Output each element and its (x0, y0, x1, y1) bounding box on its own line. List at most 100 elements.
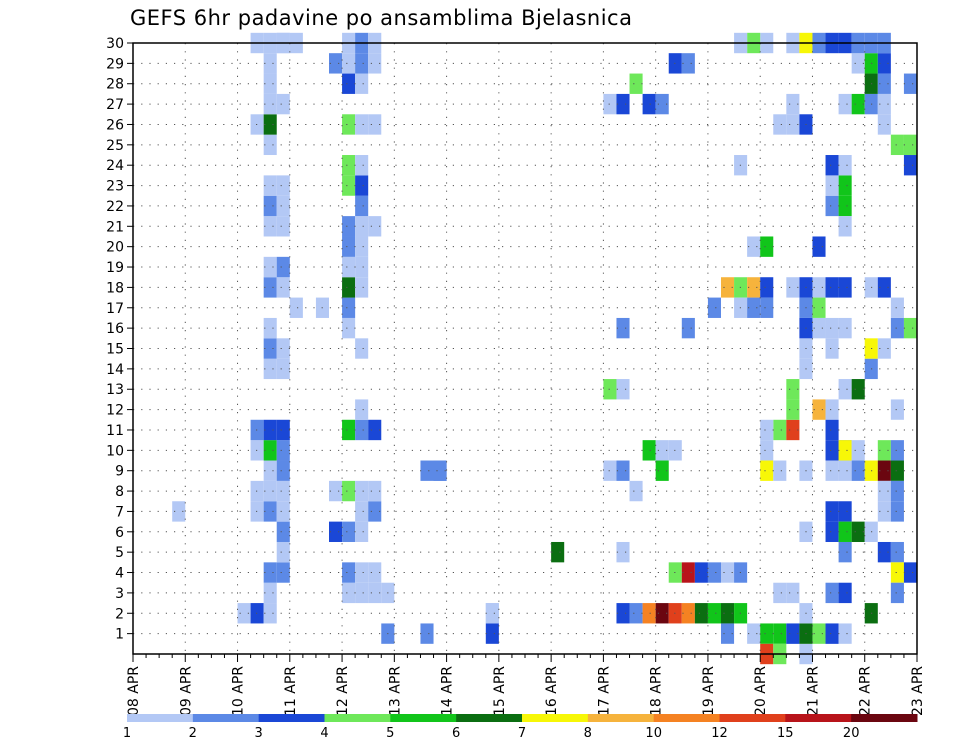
heatmap-cell (276, 440, 290, 461)
heatmap-cell (707, 562, 721, 583)
colorbar-swatch (390, 714, 457, 722)
heatmap-cell (263, 358, 277, 380)
colorbar-swatch (851, 714, 918, 722)
heatmap-cell (890, 134, 904, 156)
heatmap-cell (655, 440, 669, 461)
y-tick-label: 19 (106, 260, 124, 276)
colorbar: 1 2 3 4 5 6 7 8 10 12 15 20 (123, 714, 918, 741)
y-tick-label: 21 (106, 219, 124, 235)
heatmap-cell (838, 277, 852, 298)
heatmap-cell (903, 155, 917, 176)
heatmap-cell (342, 480, 356, 502)
heatmap-cell (276, 256, 290, 278)
colorbar-label: 7 (518, 726, 526, 741)
heatmap-cell (263, 603, 277, 624)
heatmap-cell (355, 216, 369, 237)
heatmap-cell (616, 460, 630, 481)
heatmap-cell (355, 195, 369, 217)
x-tick-label: 22 APR (858, 666, 874, 716)
y-tick-label: 16 (106, 321, 124, 337)
y-tick-label: 4 (115, 566, 124, 582)
heatmap-cell (342, 216, 356, 237)
heatmap-cell (355, 53, 369, 74)
heatmap-cell (890, 297, 904, 318)
heatmap-cell (773, 460, 787, 481)
heatmap-cell (485, 603, 499, 624)
heatmap-cell (812, 399, 826, 420)
heatmap-cell (276, 419, 290, 441)
heatmap-cell (616, 317, 630, 339)
heatmap-cell (890, 440, 904, 461)
heatmap-cell (342, 73, 356, 94)
heatmap-cell (276, 216, 290, 237)
heatmap-cell (760, 236, 774, 257)
heatmap-cell (655, 603, 669, 624)
heatmap-cell (263, 53, 277, 74)
heatmap-cell (342, 521, 356, 542)
heatmap-cell (616, 541, 630, 563)
x-tick-label: 12 APR (335, 666, 351, 716)
heatmap-cell (355, 277, 369, 298)
heatmap-cell (838, 175, 852, 196)
heatmap-cell (721, 603, 735, 624)
heatmap-cell (694, 562, 708, 583)
heatmap-cell (368, 582, 382, 604)
heatmap-cell (355, 480, 369, 502)
x-tick-label: 20 APR (753, 666, 769, 716)
y-tick-label: 15 (106, 342, 124, 358)
heatmap-cell (825, 338, 839, 359)
heatmap-cell (355, 501, 369, 522)
heatmap-cell (825, 399, 839, 420)
heatmap-cell (838, 582, 852, 604)
heatmap-cell (890, 460, 904, 481)
heatmap-cell (368, 562, 382, 583)
heatmap-cell (903, 134, 917, 156)
heatmap-cell (681, 562, 695, 583)
heatmap-cell (890, 541, 904, 563)
y-tick-label: 7 (115, 504, 124, 520)
heatmap-cell (263, 216, 277, 237)
heatmap-cell (603, 93, 617, 115)
heatmap-cell (838, 460, 852, 481)
x-tick-label: 11 APR (283, 666, 299, 716)
heatmap-cell (629, 603, 643, 624)
y-tick-label: 29 (106, 56, 124, 72)
colorbar-label: 10 (645, 726, 662, 741)
heatmap-cell (747, 236, 761, 257)
heatmap-cell (825, 623, 839, 644)
heatmap-cell (368, 419, 382, 441)
heatmap-cell (329, 521, 343, 542)
heatmap-cell (877, 277, 891, 298)
y-tick-label: 1 (115, 627, 124, 643)
heatmap-cell (276, 175, 290, 196)
heatmap-cell (721, 623, 735, 644)
heatmap-cell (812, 297, 826, 318)
heatmap-cell (263, 562, 277, 583)
heatmap-cell (276, 501, 290, 522)
y-tick-label: 6 (115, 525, 124, 541)
colorbar-swatch (456, 714, 523, 722)
heatmap-cell (276, 277, 290, 298)
y-tick-label: 14 (106, 362, 124, 378)
colorbar-label: 3 (255, 726, 263, 741)
heatmap-cell (786, 93, 800, 115)
heatmap-cell (812, 277, 826, 298)
heatmap-cell (877, 541, 891, 563)
y-tick-label: 22 (106, 199, 124, 215)
heatmap-cell (263, 93, 277, 115)
heatmap-cell (851, 440, 865, 461)
heatmap-cell (342, 53, 356, 74)
heatmap-cell (355, 256, 369, 278)
heatmap-cells (172, 32, 917, 665)
heatmap-cell (760, 460, 774, 481)
heatmap-cell (890, 480, 904, 502)
heatmap-cell (551, 541, 565, 563)
heatmap-cell (276, 480, 290, 502)
y-tick-label: 18 (106, 280, 124, 296)
heatmap-cell (603, 379, 617, 400)
heatmap-cell (851, 460, 865, 481)
heatmap-cell (263, 317, 277, 339)
heatmap-cell (355, 236, 369, 257)
heatmap-cell (825, 440, 839, 461)
